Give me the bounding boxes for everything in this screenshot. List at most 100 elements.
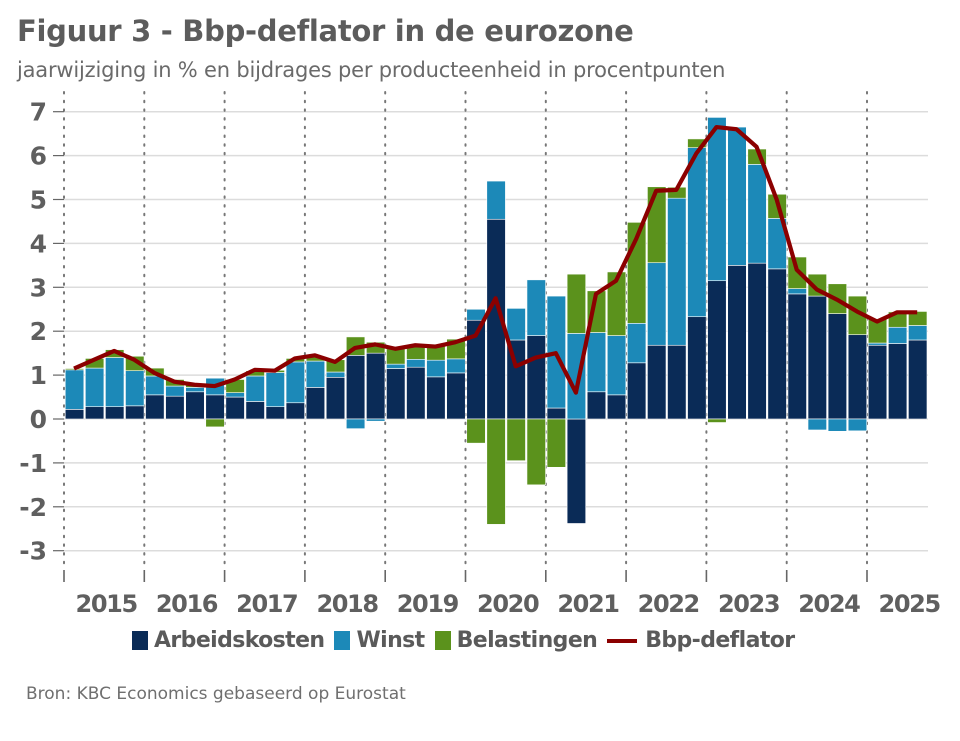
- x-tick-label: 2021: [557, 590, 619, 618]
- bar-arbeidskosten: [265, 406, 285, 420]
- bar-arbeidskosten: [647, 344, 667, 420]
- legend-swatch-winst: [334, 631, 351, 650]
- bar-winst: [667, 197, 687, 346]
- bar-arbeidskosten: [225, 396, 245, 420]
- x-axis: 2015 2016 2017 2018 2019 2020 2021 2022 2023 2024…: [63, 570, 942, 618]
- chart-subtitle: jaarwijziging in % en bijdrages per prod…: [17, 58, 726, 82]
- bar-arbeidskosten: [867, 344, 888, 420]
- bar-winst: [165, 385, 185, 397]
- bar-winst: [606, 335, 627, 396]
- x-tick-label: 2019: [397, 590, 459, 618]
- bar-arbeidskosten: [807, 295, 827, 420]
- bar-winst: [627, 322, 647, 364]
- bar-winst: [867, 342, 888, 346]
- bar-winst: [185, 387, 205, 393]
- bar-arbeidskosten: [908, 339, 928, 420]
- bar-arbeidskosten: [165, 395, 185, 420]
- chart-title: Figuur 3 - Bbp-deflator in de eurozone: [17, 14, 634, 48]
- source-note: Bron: KBC Economics gebaseerd op Eurosta…: [26, 684, 406, 704]
- bar-winst: [586, 332, 607, 393]
- bar-winst: [285, 361, 305, 404]
- y-tick-label: 2: [30, 317, 47, 346]
- bar-winst: [908, 325, 928, 341]
- bar-arbeidskosten: [446, 372, 466, 420]
- bar-arbeidskosten: [105, 406, 125, 420]
- y-tick-label: -2: [19, 493, 47, 522]
- bar-arbeidskosten: [667, 344, 687, 420]
- bar-arbeidskosten: [285, 402, 305, 420]
- bar-arbeidskosten: [325, 376, 346, 420]
- bar-winst: [486, 180, 506, 220]
- bar-arbeidskosten: [546, 407, 566, 420]
- bar-arbeidskosten: [827, 313, 847, 420]
- bar-arbeidskosten: [366, 352, 386, 420]
- bar-arbeidskosten: [386, 368, 406, 420]
- bar-arbeidskosten: [707, 280, 727, 420]
- bar-arbeidskosten: [245, 401, 265, 420]
- bar-winst: [305, 360, 326, 388]
- bar-arbeidskosten: [847, 334, 868, 420]
- bar-arbeidskosten: [606, 394, 627, 420]
- bar-winst: [687, 147, 707, 318]
- bar-winst: [647, 262, 667, 346]
- bar-winst: [265, 372, 285, 408]
- bar-arbeidskosten: [345, 355, 366, 420]
- bar-arbeidskosten: [586, 391, 607, 420]
- bar-winst: [345, 418, 366, 429]
- y-tick-label: 0: [30, 405, 47, 434]
- y-tick-label: 1: [30, 361, 47, 390]
- legend-item-belastingen: Belastingen: [434, 628, 598, 653]
- bar-arbeidskosten: [64, 409, 85, 420]
- bar-winst: [426, 359, 446, 378]
- bar-winst: [446, 358, 466, 374]
- y-tick-label: -1: [19, 449, 47, 478]
- x-tick-label: 2020: [477, 590, 539, 618]
- bar-belastingen: [386, 348, 406, 365]
- bar-belastingen: [466, 418, 486, 444]
- legend-swatch-belastingen: [434, 631, 451, 650]
- bar-winst: [325, 371, 346, 378]
- x-tick-label: 2022: [638, 590, 699, 618]
- legend-item-arbeidskosten: Arbeidskosten: [132, 628, 325, 653]
- bar-arbeidskosten: [185, 391, 205, 420]
- bar-winst: [245, 375, 265, 402]
- bar-belastingen: [205, 418, 225, 428]
- bar-arbeidskosten: [727, 265, 747, 420]
- x-tick-label: 2016: [156, 590, 218, 618]
- bar-winst: [727, 126, 747, 266]
- bar-belastingen: [406, 346, 426, 360]
- y-tick-label: 5: [30, 186, 47, 215]
- bar-arbeidskosten: [627, 362, 647, 420]
- bar-belastingen: [566, 273, 587, 334]
- bar-arbeidskosten: [566, 418, 587, 524]
- bar-arbeidskosten: [205, 394, 225, 420]
- y-tick-label: 7: [30, 98, 47, 127]
- bar-winst: [386, 363, 406, 369]
- bar-arbeidskosten: [426, 376, 446, 420]
- bar-arbeidskosten: [888, 343, 908, 420]
- legend-item-bbp-deflator: Bbp-deflator: [607, 628, 795, 653]
- bar-winst: [406, 358, 426, 368]
- bar-belastingen: [486, 418, 506, 525]
- bar-arbeidskosten: [406, 366, 426, 420]
- x-tick-label: 2015: [76, 590, 138, 618]
- bar-winst: [747, 164, 767, 264]
- bar-belastingen: [867, 318, 888, 344]
- y-tick-label: 3: [30, 273, 47, 302]
- x-tick-label: 2024: [798, 590, 860, 618]
- bar-arbeidskosten: [305, 387, 326, 420]
- x-tick-label: 2017: [236, 590, 297, 618]
- legend-label: Arbeidskosten: [154, 628, 325, 653]
- stacked-bars: [64, 117, 928, 525]
- bar-winst: [105, 357, 125, 408]
- legend-label: Winst: [356, 628, 425, 653]
- bar-belastingen: [908, 311, 928, 326]
- legend-item-winst: Winst: [334, 628, 425, 653]
- bar-belastingen: [707, 418, 727, 423]
- bar-arbeidskosten: [526, 335, 546, 420]
- bar-belastingen: [506, 418, 526, 462]
- bar-winst: [847, 418, 868, 432]
- y-tick-label: 6: [30, 142, 47, 171]
- deflator-line-group: [73, 124, 918, 395]
